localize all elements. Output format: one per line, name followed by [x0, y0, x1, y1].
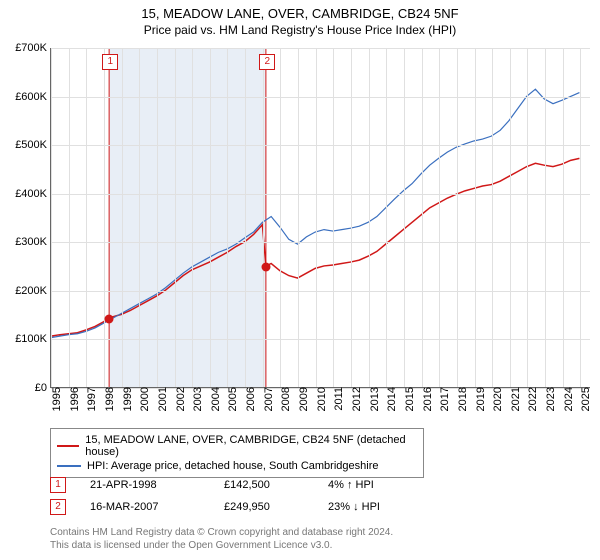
gridline-v [510, 48, 511, 387]
gridline-v [157, 48, 158, 387]
legend-label-property: 15, MEADOW LANE, OVER, CAMBRIDGE, CB24 5… [85, 434, 417, 458]
x-tick-label: 2003 [188, 387, 204, 411]
legend-row-property: 15, MEADOW LANE, OVER, CAMBRIDGE, CB24 5… [57, 433, 417, 459]
x-tick-label: 1995 [47, 387, 63, 411]
gridline-v [404, 48, 405, 387]
x-tick-label: 2010 [312, 387, 328, 411]
x-tick-label: 2024 [559, 387, 575, 411]
y-tick-label: £500K [0, 139, 51, 151]
x-tick-label: 2017 [435, 387, 451, 411]
legend-swatch-hpi [57, 465, 81, 467]
y-tick-label: £600K [0, 91, 51, 103]
chart-title: 15, MEADOW LANE, OVER, CAMBRIDGE, CB24 5… [0, 0, 600, 21]
gridline-v [439, 48, 440, 387]
sale-marker-box-2: 2 [259, 54, 275, 70]
sales-table: 1 21-APR-1998 £142,500 4% ↑ HPI 2 16-MAR… [50, 474, 418, 518]
gridline-v [580, 48, 581, 387]
x-tick-label: 1998 [100, 387, 116, 411]
gridline-v [386, 48, 387, 387]
sale-marker-1: 1 [50, 477, 66, 493]
legend-swatch-property [57, 445, 79, 447]
x-tick-label: 2021 [506, 387, 522, 411]
x-tick-label: 1999 [118, 387, 134, 411]
x-tick-label: 2002 [171, 387, 187, 411]
x-tick-label: 2018 [453, 387, 469, 411]
x-tick-label: 1997 [82, 387, 98, 411]
x-tick-label: 2005 [223, 387, 239, 411]
x-tick-label: 2001 [153, 387, 169, 411]
y-tick-label: £100K [0, 333, 51, 345]
gridline-v [316, 48, 317, 387]
chart-legend: 15, MEADOW LANE, OVER, CAMBRIDGE, CB24 5… [50, 428, 424, 478]
footer-line-2: This data is licensed under the Open Gov… [50, 539, 393, 552]
x-tick-label: 2019 [471, 387, 487, 411]
x-tick-label: 2025 [576, 387, 592, 411]
gridline-v [210, 48, 211, 387]
x-tick-label: 2009 [294, 387, 310, 411]
legend-row-hpi: HPI: Average price, detached house, Sout… [57, 459, 417, 473]
x-tick-label: 2015 [400, 387, 416, 411]
gridline-v [422, 48, 423, 387]
x-tick-label: 2004 [206, 387, 222, 411]
x-tick-label: 2014 [382, 387, 398, 411]
sale-date-1: 21-APR-1998 [90, 479, 200, 491]
sale-price-1: £142,500 [224, 479, 304, 491]
x-tick-label: 2007 [259, 387, 275, 411]
page-container: 15, MEADOW LANE, OVER, CAMBRIDGE, CB24 5… [0, 0, 600, 560]
gridline-v [192, 48, 193, 387]
x-tick-label: 2022 [523, 387, 539, 411]
y-tick-label: £200K [0, 285, 51, 297]
gridline-v [104, 48, 105, 387]
gridline-v [227, 48, 228, 387]
x-tick-label: 2023 [541, 387, 557, 411]
gridline-v [263, 48, 264, 387]
gridline-v [122, 48, 123, 387]
gridline-v [245, 48, 246, 387]
gridline-v [280, 48, 281, 387]
x-tick-label: 2012 [347, 387, 363, 411]
x-tick-label: 2006 [241, 387, 257, 411]
y-tick-label: £0 [0, 382, 51, 394]
sale-marker-box-1: 1 [102, 54, 118, 70]
sales-row-1: 1 21-APR-1998 £142,500 4% ↑ HPI [50, 474, 418, 496]
gridline-v [175, 48, 176, 387]
x-tick-label: 1996 [65, 387, 81, 411]
gridline-v [351, 48, 352, 387]
gridline-v [69, 48, 70, 387]
footer-attribution: Contains HM Land Registry data © Crown c… [50, 526, 393, 552]
gridline-v [369, 48, 370, 387]
gridline-v [139, 48, 140, 387]
gridline-v [457, 48, 458, 387]
sales-row-2: 2 16-MAR-2007 £249,950 23% ↓ HPI [50, 496, 418, 518]
chart-plot-area: £0£100K£200K£300K£400K£500K£600K£700K199… [50, 48, 590, 388]
gridline-v [545, 48, 546, 387]
x-tick-label: 2008 [276, 387, 292, 411]
y-tick-label: £300K [0, 236, 51, 248]
x-tick-label: 2000 [135, 387, 151, 411]
chart-subtitle: Price paid vs. HM Land Registry's House … [0, 21, 600, 41]
y-tick-label: £400K [0, 188, 51, 200]
x-tick-label: 2011 [329, 387, 345, 411]
legend-label-hpi: HPI: Average price, detached house, Sout… [87, 460, 378, 472]
x-tick-label: 2013 [365, 387, 381, 411]
sale-dot-2 [262, 262, 271, 271]
sale-marker-2: 2 [50, 499, 66, 515]
gridline-v [86, 48, 87, 387]
gridline-v [475, 48, 476, 387]
sale-date-2: 16-MAR-2007 [90, 501, 200, 513]
footer-line-1: Contains HM Land Registry data © Crown c… [50, 526, 393, 539]
gridline-v [527, 48, 528, 387]
x-tick-label: 2020 [488, 387, 504, 411]
sale-dot-1 [105, 314, 114, 323]
sale-pct-1: 4% ↑ HPI [328, 479, 418, 491]
gridline-v [563, 48, 564, 387]
sale-price-2: £249,950 [224, 501, 304, 513]
y-tick-label: £700K [0, 42, 51, 54]
sale-pct-2: 23% ↓ HPI [328, 501, 418, 513]
gridline-v [492, 48, 493, 387]
gridline-v [298, 48, 299, 387]
x-tick-label: 2016 [418, 387, 434, 411]
gridline-v [51, 48, 52, 387]
gridline-v [333, 48, 334, 387]
